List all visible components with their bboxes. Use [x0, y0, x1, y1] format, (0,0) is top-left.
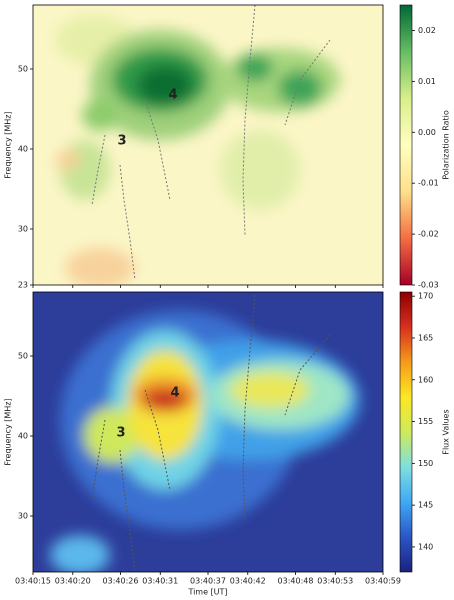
colorbar-tick-label: 145 — [418, 501, 433, 510]
annotation: 4 — [170, 386, 179, 401]
y-tick-label: 40 — [18, 145, 28, 154]
y-tick-label: 30 — [18, 225, 28, 234]
colorbar-tick-label: 165 — [418, 333, 433, 342]
x-axis-label: Time [UT] — [187, 588, 227, 597]
annotation: 3 — [116, 426, 125, 441]
colorbar-tick-label: 0.00 — [418, 128, 436, 137]
y-tick-label: 50 — [18, 352, 28, 361]
colorbar-tick-label: -0.02 — [418, 230, 439, 239]
y-axis-label: Frequency [MHz] — [4, 398, 13, 465]
y-tick-label: 30 — [18, 512, 28, 521]
y-tick-label: 50 — [18, 65, 28, 74]
y-tick-label: 40 — [18, 432, 28, 441]
x-tick-label: 03:40:42 — [230, 577, 266, 586]
y-axis-label: Frequency [MHz] — [4, 111, 13, 178]
x-tick-label: 03:40:31 — [142, 577, 178, 586]
colorbar-tick-label: 155 — [418, 417, 433, 426]
annotation: 3 — [117, 134, 126, 149]
x-tick-label: 03:40:26 — [103, 577, 139, 586]
colorbar-tick-label: 150 — [418, 459, 433, 468]
y-tick-label: 23 — [18, 281, 28, 290]
colorbar-tick-label: 160 — [418, 375, 433, 384]
colorbar — [399, 291, 413, 573]
x-tick-label: 03:40:37 — [190, 577, 226, 586]
x-tick-label: 03:40:59 — [365, 577, 401, 586]
x-tick-label: 03:40:48 — [278, 577, 314, 586]
colorbar-label: Polarization Ratio — [442, 110, 451, 180]
colorbar-tick-label: -0.01 — [418, 179, 439, 188]
colorbar-tick-label: -0.03 — [418, 281, 439, 290]
x-tick-label: 03:40:53 — [317, 577, 353, 586]
colorbar — [399, 4, 413, 286]
colorbar-tick-label: 170 — [418, 292, 433, 301]
polarization-image — [33, 5, 383, 285]
colorbar-label: Flux Values — [442, 409, 451, 454]
colorbar-tick-label: 0.01 — [418, 77, 436, 86]
flux-image — [33, 292, 383, 572]
colorbar-tick-label: 0.02 — [418, 26, 436, 35]
colorbar-tick-label: 140 — [418, 542, 433, 551]
x-tick-label: 03:40:15 — [15, 577, 51, 586]
x-tick-label: 03:40:20 — [55, 577, 91, 586]
annotation: 4 — [168, 88, 177, 103]
